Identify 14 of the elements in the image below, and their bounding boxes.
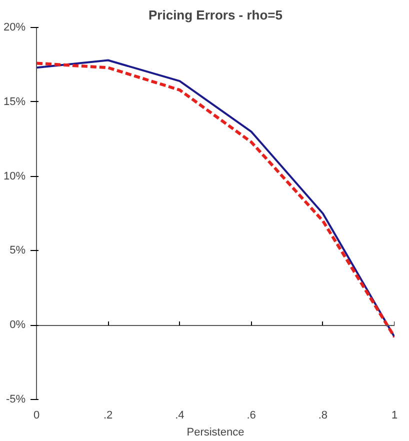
x-tick-label: .4 — [175, 410, 184, 422]
y-tick-label: -5% — [6, 394, 26, 406]
x-tick-label: 0 — [33, 410, 40, 422]
y-tick-label: 0% — [10, 319, 26, 332]
x-tick-label: .8 — [318, 410, 328, 422]
y-tick-label: 5% — [10, 244, 26, 257]
y-tick-label: 15% — [3, 96, 26, 108]
x-tick-label: .6 — [246, 410, 256, 422]
y-tick-label: 10% — [3, 170, 26, 182]
chart-title: Pricing Errors - rho=5 — [148, 8, 283, 22]
x-tick-label: 1 — [391, 410, 398, 422]
x-tick-label: .2 — [104, 410, 113, 422]
y-tick-label: 20% — [3, 22, 26, 34]
x-axis-title: Persistence — [186, 426, 244, 438]
